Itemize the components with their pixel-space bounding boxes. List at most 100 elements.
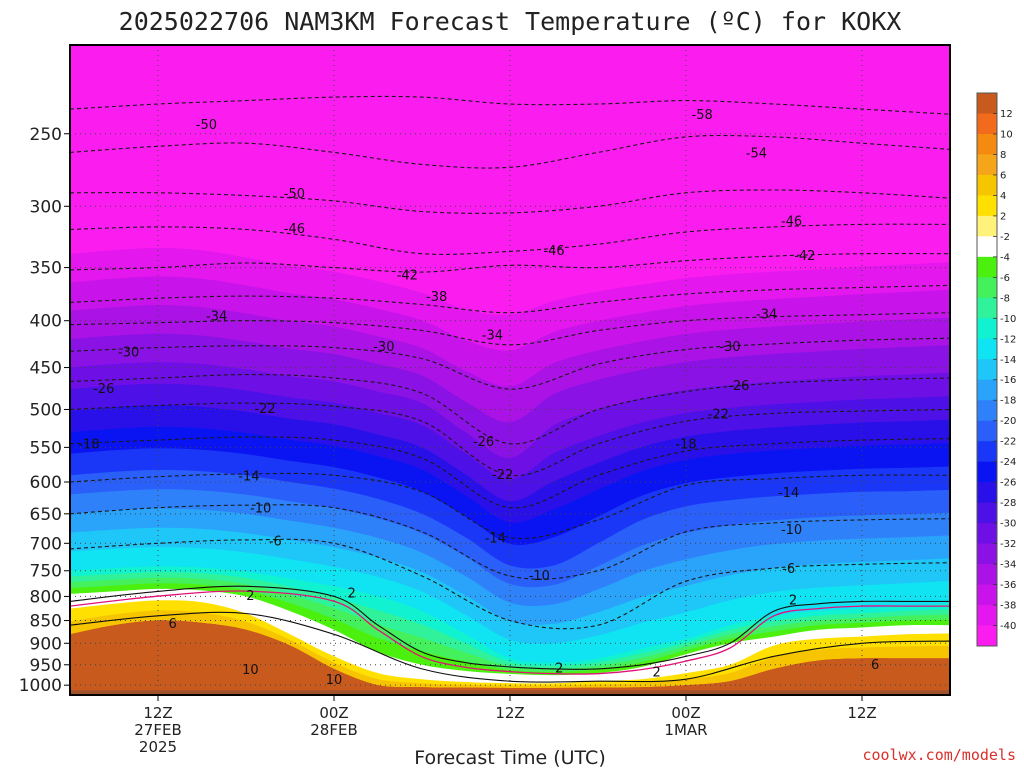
contour-label: -22: [708, 407, 729, 422]
contour-label: 2: [347, 586, 355, 601]
contour-label: -26: [473, 435, 494, 450]
colorbar-tick-label: -28: [1000, 498, 1016, 509]
x-tick-label: 12Z: [495, 704, 524, 722]
contour-label: -22: [492, 468, 513, 483]
colorbar-tick-label: -4: [1000, 252, 1010, 263]
contour-label: -50: [284, 187, 305, 202]
y-tick-label: 600: [30, 473, 62, 493]
contour-label: -26: [728, 379, 749, 394]
y-tick-label: 900: [30, 634, 62, 654]
colorbar-swatch: [977, 400, 997, 422]
contour-label: -14: [485, 532, 506, 547]
contour--54: [70, 134, 950, 169]
contour-label: -6: [269, 534, 282, 549]
y-tick-label: 450: [30, 359, 62, 379]
colorbar-tick-label: 12: [1000, 109, 1013, 120]
colorbar-tick-label: -10: [1000, 314, 1016, 325]
contour-label: -14: [238, 469, 259, 484]
grid-lines: [70, 45, 950, 695]
band-14: [70, 620, 950, 695]
contour-6: [70, 611, 950, 683]
contour-label: 10: [326, 673, 343, 688]
contour-label: 2: [653, 665, 661, 680]
colorbar-tick-label: -22: [1000, 437, 1016, 448]
y-tick-label: 1000: [19, 676, 62, 696]
contour-label: -34: [206, 310, 227, 325]
contour-label: -10: [781, 523, 802, 538]
y-tick-label: 500: [30, 400, 62, 420]
contour-label: -30: [373, 340, 394, 355]
contour-label: -50: [196, 118, 217, 133]
y-tick-label: 350: [30, 259, 62, 279]
colorbar-swatch: [977, 297, 997, 319]
ground-fill: [70, 690, 950, 695]
colorbar-swatch: [977, 359, 997, 381]
contour-label: -58: [692, 108, 713, 123]
contour-label: -22: [254, 402, 275, 417]
x-axis-label: Forecast Time (UTC): [414, 747, 605, 768]
y-tick-label: 550: [30, 438, 62, 458]
colorbar-swatch: [977, 277, 997, 299]
colorbar-swatch: [977, 502, 997, 524]
colorbar-tick-label: -2: [1000, 232, 1010, 243]
contour-lines: [70, 95, 950, 683]
x-tick-label: 12Z: [143, 704, 172, 722]
colorbar-tick-label: -32: [1000, 539, 1016, 550]
colorbar-swatch: [977, 564, 997, 586]
colorbar-swatch: [977, 441, 997, 463]
colorbar-tick-label: -14: [1000, 355, 1016, 366]
contour-label: -34: [482, 328, 503, 343]
colorbar-swatch: [977, 543, 997, 565]
contour--26: [70, 374, 950, 445]
contour-label: -14: [778, 486, 799, 501]
x-tick-label: 00Z: [671, 704, 700, 722]
colorbar-swatch: [977, 174, 997, 196]
colorbar-swatch: [977, 482, 997, 504]
x-tick-label: 1MAR: [664, 721, 707, 739]
colorbar-swatch: [977, 584, 997, 606]
colorbar-tick-label: -16: [1000, 375, 1016, 386]
colorbar: 12 10 8 6 4 2 -2 -4 -6 -8 -10 -12 -14 -16 -18 -20 -22 -24…: [976, 92, 1016, 647]
chart-title: 2025022706 NAM3KM Forecast Temperature (…: [119, 7, 902, 36]
colorbar-tick-label: 6: [1000, 170, 1006, 181]
colorbar-swatch: [977, 195, 997, 217]
x-tick-label: 28FEB: [310, 721, 357, 739]
contour--38: [70, 284, 950, 314]
contour--30: [70, 337, 950, 390]
colorbar-swatch: [977, 256, 997, 278]
colorbar-swatch: [977, 318, 997, 340]
colorbar-swatch: [977, 338, 997, 360]
colorbar-tick-label: 4: [1000, 191, 1006, 202]
y-axis: 2503003504004505005506006507007508008509…: [19, 125, 70, 696]
colorbar-swatch: [977, 215, 997, 237]
contour--46: [70, 223, 950, 255]
colorbar-tick-label: 8: [1000, 150, 1006, 161]
colorbar-tick-label: -34: [1000, 560, 1016, 571]
colorbar-tick-label: 2: [1000, 211, 1006, 222]
contour-label: -2: [550, 661, 563, 676]
colorbar-tick-label: -30: [1000, 519, 1016, 530]
contour--50: [70, 189, 950, 214]
contour--22: [70, 402, 950, 477]
contour-label: -54: [746, 146, 767, 161]
y-tick-label: 850: [30, 612, 62, 632]
contour-label: -26: [93, 382, 114, 397]
contour-label: -10: [529, 569, 550, 584]
colorbar-tick-label: -12: [1000, 334, 1016, 345]
contour-label: -18: [78, 438, 99, 453]
colorbar-tick-label: -26: [1000, 478, 1016, 489]
colorbar-swatch: [977, 113, 997, 135]
contour-label: 10: [242, 663, 259, 678]
contour-2: [70, 585, 950, 670]
contour-label: -46: [781, 215, 802, 230]
contour--34: [70, 312, 950, 346]
x-tick-label: 00Z: [319, 704, 348, 722]
contour-label: -42: [794, 249, 815, 264]
y-tick-label: 300: [30, 197, 62, 217]
colorbar-swatch: [977, 605, 997, 627]
colorbar-swatch: [977, 523, 997, 545]
y-tick-label: 650: [30, 505, 62, 525]
colorbar-swatch: [977, 461, 997, 483]
